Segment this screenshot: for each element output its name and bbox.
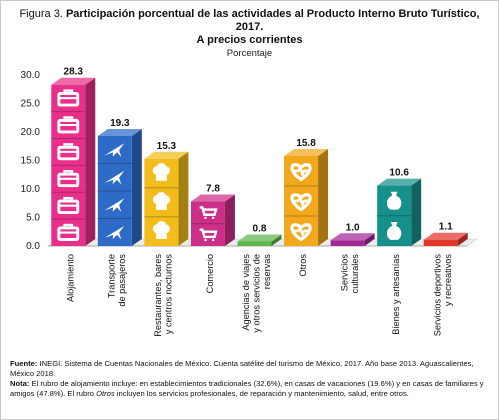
bar [377, 178, 422, 246]
data-label: 7.8 [206, 184, 220, 195]
bar [97, 128, 142, 246]
source-label: Fuente: [10, 359, 38, 368]
bar [423, 232, 468, 246]
bar [330, 233, 375, 246]
note-label: Nota: [10, 379, 30, 389]
heart-pulse-icon [290, 193, 312, 212]
y-tick-label: 25.0 [21, 99, 41, 110]
x-tick-label: Alojamiento [65, 254, 75, 302]
vase-icon [386, 221, 402, 240]
footnote: Nota: El rubro de alojamiento incluye: e… [10, 379, 484, 398]
title-line-1: Participación porcentual de las activida… [65, 8, 480, 20]
x-tick-label: Bienes y artesanías [391, 254, 401, 335]
x-tick-label: Servicios deportivosy recreativos [432, 254, 453, 337]
suitcase-icon [57, 196, 80, 215]
unit-label: Porcentaje [226, 48, 273, 59]
note-text-1: El rubro de alojamiento incluye: en esta… [10, 379, 484, 398]
vase-icon [386, 191, 402, 210]
airplane-icon [104, 170, 125, 185]
airplane-icon [104, 143, 125, 158]
note-otros: Otros [96, 388, 115, 398]
data-label: 10.6 [389, 168, 409, 179]
note-text-2: incluyen los servicios profesionales, de… [116, 388, 409, 398]
source-text: INEGI. Sistema de Cuentas Nacionales de … [10, 359, 474, 378]
x-tick-label: Restaurantes, baresy centros nocturnos [153, 254, 174, 337]
y-tick-label: 10.0 [21, 184, 41, 195]
y-tick-label: 5.0 [26, 213, 40, 224]
x-tick-label: Otros [298, 254, 308, 277]
chef-hat-icon [152, 162, 171, 181]
airplane-icon [104, 198, 125, 213]
data-label: 1.1 [439, 222, 453, 233]
x-tick-label: Serviciosculturales [339, 254, 360, 294]
bar [190, 194, 235, 246]
bar [237, 234, 282, 246]
y-tick-label: 20.0 [21, 127, 41, 138]
suitcase-icon [57, 170, 80, 188]
y-tick-label: 0.0 [26, 241, 40, 252]
y-tick-label: 30.0 [21, 70, 41, 81]
data-label: 28.3 [64, 67, 84, 78]
x-tick-label: Comercio [205, 254, 215, 293]
figure-number: Figura 3. [19, 8, 63, 20]
heart-pulse-icon [290, 223, 312, 242]
bar-chart: 0.0 5.0 10.0 15.0 20.0 25.0 30.0 28.3 Alojamient… [21, 67, 478, 337]
data-label: 15.8 [296, 138, 316, 149]
chef-hat-icon [152, 221, 171, 239]
data-label: 15.3 [157, 141, 177, 152]
data-label: 19.3 [110, 118, 130, 129]
chef-hat-icon [152, 191, 171, 210]
data-label: 0.8 [253, 223, 267, 234]
title-line-2: 2017. [235, 21, 264, 33]
bar [51, 77, 96, 246]
suitcase-icon [57, 143, 80, 161]
x-tick-label: Agencias de viajesy otros servicios dere… [241, 254, 272, 333]
suitcase-icon [57, 116, 80, 134]
heart-pulse-icon [290, 163, 312, 182]
bar [284, 148, 329, 246]
y-tick-label: 15.0 [21, 156, 41, 167]
source-note: Fuente: INEGI. Sistema de Cuentas Nacion… [10, 359, 484, 378]
chart-title: Figura 3. Participación porcentual de la… [0, 8, 499, 47]
data-label: 1.0 [346, 222, 360, 233]
bar [144, 151, 189, 246]
airplane-icon [104, 225, 125, 240]
suitcase-icon [57, 89, 80, 107]
shopping-cart-icon [199, 228, 218, 242]
chart-notes: Fuente: INEGI. Sistema de Cuentas Nacion… [10, 359, 484, 399]
suitcase-icon [57, 223, 80, 241]
title-line-3: A precios corrientes [196, 34, 303, 46]
shopping-cart-icon [199, 206, 218, 220]
x-tick-label: Transportede pasajeros [107, 254, 128, 307]
